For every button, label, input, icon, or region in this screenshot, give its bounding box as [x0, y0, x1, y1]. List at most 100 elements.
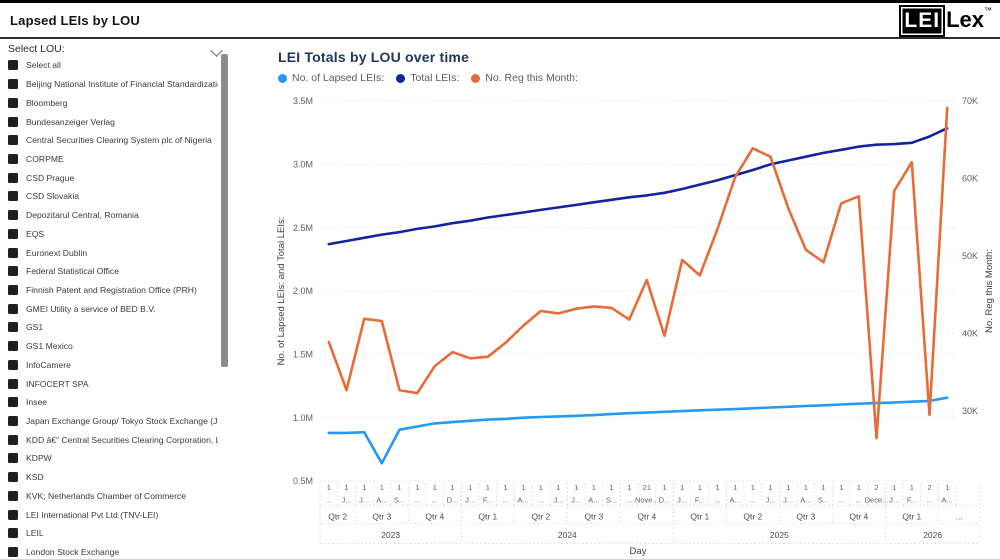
svg-text:1.5M: 1.5M	[293, 350, 313, 360]
svg-text:...: ...	[838, 496, 844, 505]
lou-item[interactable]: Bundesanzeiger Verlag	[0, 112, 270, 131]
checkbox-icon[interactable]	[8, 490, 18, 501]
svg-text:Qtr 2: Qtr 2	[328, 512, 347, 522]
svg-text:...: ...	[326, 496, 332, 505]
lou-item[interactable]: Select all	[0, 56, 270, 75]
svg-text:1: 1	[698, 483, 702, 492]
lou-item[interactable]: London Stock Exchange	[0, 543, 270, 559]
slicer-scrollbar[interactable]	[221, 54, 228, 367]
lou-item[interactable]: Federal Statistical Office	[0, 262, 270, 281]
checkbox-icon[interactable]	[8, 472, 18, 483]
trademark-symbol: ™	[984, 6, 992, 15]
svg-text:J...: J...	[341, 496, 351, 505]
lou-item[interactable]: Depozitarul Central, Romania	[0, 206, 270, 225]
svg-text:1: 1	[715, 483, 719, 492]
lou-item[interactable]: CSD Slovakia	[0, 187, 270, 206]
lou-item[interactable]: LEI International Pvt Ltd (TNV-LEI)	[0, 505, 270, 524]
checkbox-icon[interactable]	[8, 528, 18, 539]
legend-item[interactable]: No. Reg this Month:	[471, 72, 578, 84]
checkbox-icon[interactable]	[8, 247, 18, 258]
lou-item-label: LEI International Pvt Ltd (TNV-LEI)	[26, 509, 159, 520]
checkbox-icon[interactable]	[8, 547, 18, 558]
svg-text:1: 1	[751, 483, 755, 492]
lou-item[interactable]: EQS	[0, 224, 270, 243]
svg-text:J...: J...	[465, 496, 475, 505]
svg-text:2024: 2024	[558, 530, 577, 540]
lou-item[interactable]: Finnish Patent and Registration Office (…	[0, 281, 270, 300]
checkbox-icon[interactable]	[8, 359, 18, 370]
lou-item-label: Depozitarul Central, Romania	[26, 210, 139, 221]
checkbox-icon[interactable]	[8, 397, 18, 408]
lou-item[interactable]: Japan Exchange Group/ Tokyo Stock Exchan…	[0, 412, 270, 431]
svg-text:30K: 30K	[962, 406, 978, 416]
legend-item[interactable]: No. of Lapsed LEIs:	[278, 72, 384, 84]
svg-text:1: 1	[486, 483, 490, 492]
svg-text:J...: J...	[553, 496, 563, 505]
logo-lex-text: Lex	[946, 7, 984, 32]
checkbox-icon[interactable]	[8, 135, 18, 146]
checkbox-icon[interactable]	[8, 97, 18, 108]
svg-text:D...: D...	[659, 496, 671, 505]
lou-item-label: Finnish Patent and Registration Office (…	[26, 284, 197, 295]
lou-item[interactable]: GS1	[0, 318, 270, 337]
svg-text:2026: 2026	[923, 530, 942, 540]
checkbox-icon[interactable]	[8, 266, 18, 277]
checkbox-icon[interactable]	[8, 378, 18, 389]
svg-text:1: 1	[768, 483, 772, 492]
lou-item[interactable]: InfoCamere	[0, 356, 270, 375]
checkbox-icon[interactable]	[8, 322, 18, 333]
legend-item[interactable]: Total LEIs:	[396, 72, 459, 84]
logo-lei-box: LEI	[899, 5, 946, 37]
legend-label: No. Reg this Month:	[485, 72, 579, 84]
svg-text:...: ...	[538, 496, 544, 505]
checkbox-icon[interactable]	[8, 303, 18, 314]
checkbox-icon[interactable]	[8, 153, 18, 164]
svg-text:0.5M: 0.5M	[293, 476, 313, 486]
lou-item[interactable]: GS1 Mexico	[0, 337, 270, 356]
checkbox-icon[interactable]	[8, 228, 18, 239]
svg-text:1: 1	[380, 483, 384, 492]
lou-item[interactable]: Beijing National Institute of Financial …	[0, 75, 270, 94]
lou-item-label: Insee	[26, 397, 48, 408]
checkbox-icon[interactable]	[8, 60, 18, 71]
lou-item-label: Bloomberg	[26, 97, 68, 108]
checkbox-icon[interactable]	[8, 172, 18, 183]
checkbox-icon[interactable]	[8, 191, 18, 202]
checkbox-icon[interactable]	[8, 453, 18, 464]
svg-text:1: 1	[733, 483, 737, 492]
lou-item-label: CSD Prague	[26, 172, 75, 183]
top-border-line	[0, 0, 1000, 3]
checkbox-icon[interactable]	[8, 416, 18, 427]
lou-item[interactable]: Euronext Dublin	[0, 243, 270, 262]
lou-item[interactable]: INFOCERT SPA	[0, 374, 270, 393]
lou-item[interactable]: CORPME	[0, 150, 270, 169]
svg-text:J...: J...	[677, 496, 687, 505]
lou-item-label: GS1	[26, 322, 44, 333]
svg-text:A...: A...	[588, 496, 599, 505]
checkbox-icon[interactable]	[8, 434, 18, 445]
checkbox-icon[interactable]	[8, 509, 18, 520]
checkbox-icon[interactable]	[8, 79, 18, 90]
checkbox-icon[interactable]	[8, 116, 18, 127]
svg-text:1: 1	[821, 483, 825, 492]
checkbox-icon[interactable]	[8, 341, 18, 352]
svg-text:F...: F...	[907, 496, 917, 505]
lou-item-label: Beijing National Institute of Financial …	[26, 79, 218, 90]
lou-item[interactable]: GMEI Utility a service of BED B.V.	[0, 299, 270, 318]
checkbox-icon[interactable]	[8, 284, 18, 295]
lou-item[interactable]: KDD â€“ Central Securities Clearing Corp…	[0, 430, 270, 449]
lou-item[interactable]: LEIL	[0, 524, 270, 543]
lou-item[interactable]: KDPW	[0, 449, 270, 468]
legend-label: Total LEIs:	[410, 72, 460, 84]
lou-item[interactable]: Central Securities Clearing System plc o…	[0, 131, 270, 150]
svg-text:1: 1	[521, 483, 525, 492]
lou-item[interactable]: Bloomberg	[0, 93, 270, 112]
lou-item-label: CSD Slovakia	[26, 191, 80, 202]
svg-text:1: 1	[857, 483, 861, 492]
lou-item[interactable]: KSD	[0, 468, 270, 487]
checkbox-icon[interactable]	[8, 210, 18, 221]
lou-item[interactable]: Insee	[0, 393, 270, 412]
lou-item[interactable]: CSD Prague	[0, 168, 270, 187]
lou-item[interactable]: KVK; Netherlands Chamber of Commerce	[0, 487, 270, 506]
svg-text:2.5M: 2.5M	[293, 223, 313, 233]
